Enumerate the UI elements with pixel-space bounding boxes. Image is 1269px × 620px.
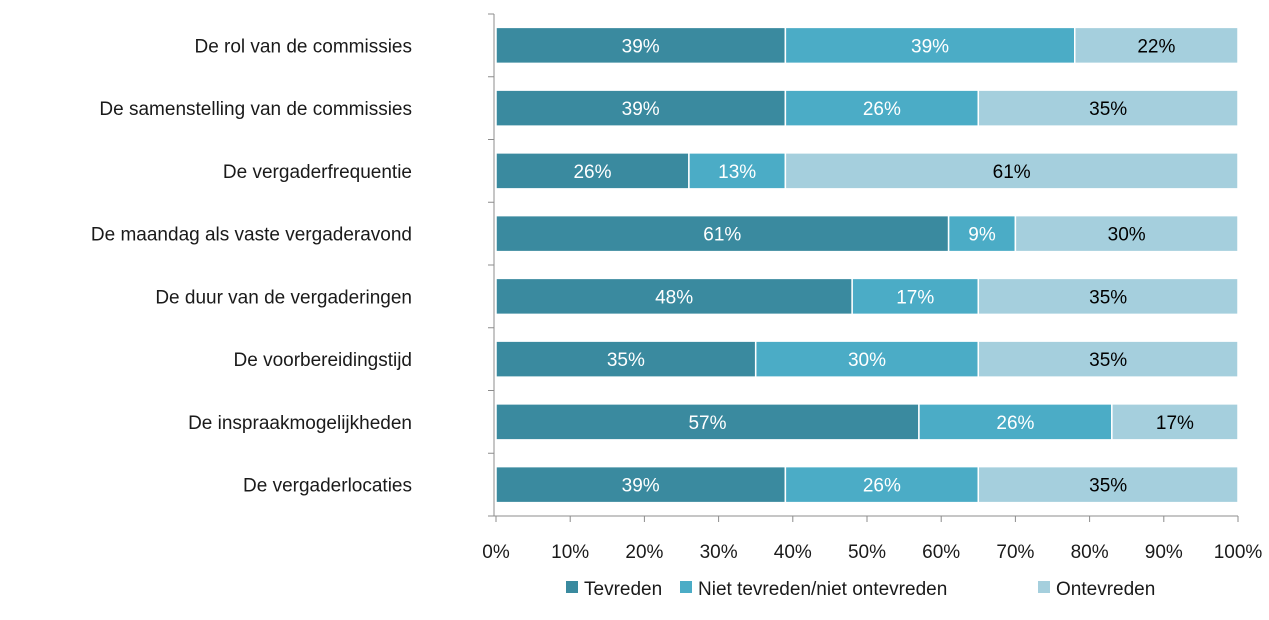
- bar-value-label: 22%: [1137, 36, 1175, 57]
- category-label: De duur van de vergaderingen: [155, 287, 412, 308]
- bar-value-label: 30%: [848, 350, 886, 371]
- category-label: De samenstelling van de commissies: [99, 99, 412, 120]
- legend-label: Niet tevreden/niet ontevreden: [698, 579, 947, 600]
- bar-segment-3-row-4: [1014, 214, 1239, 253]
- x-tick-label: 70%: [996, 542, 1034, 563]
- bar-value-label: 61%: [993, 162, 1031, 183]
- bar-segment-2-row-1: [784, 26, 1076, 65]
- legend-label: Ontevreden: [1056, 579, 1155, 600]
- bar-segment-1-row-7: [495, 403, 920, 441]
- legend: Tevreden Niet tevreden/niet ontevreden Ont…: [566, 579, 1155, 600]
- bar-segment-2-row-8: [784, 465, 980, 504]
- bar-value-label: 26%: [863, 476, 901, 497]
- x-tick-label: 100%: [1214, 542, 1263, 563]
- category-labels: De rol van de commissies De samenstelling…: [91, 36, 412, 496]
- bar-segment-3-row-3: [784, 152, 1239, 190]
- category-label: De inspraakmogelijkheden: [188, 413, 412, 434]
- x-tick-label: 30%: [700, 542, 738, 563]
- bar-segment-1-row-6: [495, 340, 757, 378]
- bar-value-label: 26%: [573, 162, 611, 183]
- category-label: De vergaderlocaties: [243, 476, 412, 497]
- bar-value-label: 26%: [996, 413, 1034, 434]
- x-tick-label: 50%: [848, 542, 886, 563]
- bar-segment-2-row-7: [918, 403, 1113, 441]
- category-label: De rol van de commissies: [194, 36, 412, 57]
- bar-segment-3-row-5: [977, 277, 1239, 316]
- legend-swatch: [680, 581, 692, 593]
- category-label: De voorbereidingstijd: [234, 350, 413, 371]
- x-tick-label: 90%: [1145, 542, 1183, 563]
- bar-segment-3-row-2: [977, 89, 1239, 127]
- bar-value-label: 35%: [1089, 350, 1127, 371]
- legend-swatch: [1038, 581, 1050, 593]
- bars-layer: 39% 39% 22% 39% 26% 35% 26% 13% 61% 61% 9% 30% 48% 17…: [495, 26, 1239, 504]
- x-tick-label: 80%: [1071, 542, 1109, 563]
- bar-segment-2-row-5: [851, 277, 980, 316]
- bar-segment-1-row-8: [495, 465, 787, 504]
- bar-value-label: 39%: [622, 476, 660, 497]
- bar-value-label: 9%: [968, 225, 996, 246]
- x-tick-label: 60%: [922, 542, 960, 563]
- bar-segment-2-row-2: [784, 89, 980, 127]
- bar-value-label: 35%: [1089, 287, 1127, 308]
- bar-value-label: 39%: [622, 99, 660, 120]
- legend-label: Tevreden: [584, 579, 662, 600]
- legend-swatch: [566, 581, 578, 593]
- bar-value-label: 39%: [911, 36, 949, 57]
- bar-segment-1-row-1: [495, 26, 787, 65]
- bar-value-label: 57%: [688, 413, 726, 434]
- axis-layer: 0% 10% 20% 30% 40% 50% 60% 70% 80% 90% 100%: [482, 13, 1263, 563]
- bar-value-label: 17%: [1156, 413, 1194, 434]
- bar-value-label: 13%: [718, 162, 756, 183]
- bar-value-label: 61%: [703, 225, 741, 246]
- bar-segment-3-row-7: [1111, 403, 1239, 441]
- bar-value-label: 48%: [655, 287, 693, 308]
- bar-value-label: 26%: [863, 99, 901, 120]
- x-tick-label: 20%: [625, 542, 663, 563]
- bar-segment-1-row-3: [495, 152, 690, 190]
- bar-segment-1-row-5: [495, 277, 853, 316]
- bar-value-label: 39%: [622, 36, 660, 57]
- bar-value-label: 35%: [1089, 476, 1127, 497]
- bar-segment-2-row-6: [754, 340, 980, 378]
- bar-segment-3-row-6: [977, 340, 1239, 378]
- bar-segment-3-row-1: [1074, 26, 1239, 65]
- x-tick-label: 10%: [551, 542, 589, 563]
- bar-value-label: 30%: [1108, 225, 1146, 246]
- x-tick-label: 40%: [774, 542, 812, 563]
- bar-segment-1-row-4: [495, 214, 950, 253]
- category-label: De maandag als vaste vergaderavond: [91, 225, 412, 246]
- bar-value-label: 17%: [896, 287, 934, 308]
- bar-segment-2-row-3: [688, 152, 787, 190]
- bar-value-label: 35%: [607, 350, 645, 371]
- bar-segment-3-row-8: [977, 465, 1239, 504]
- x-tick-label: 0%: [482, 542, 510, 563]
- category-label: De vergaderfrequentie: [223, 162, 412, 183]
- bar-value-label: 35%: [1089, 99, 1127, 120]
